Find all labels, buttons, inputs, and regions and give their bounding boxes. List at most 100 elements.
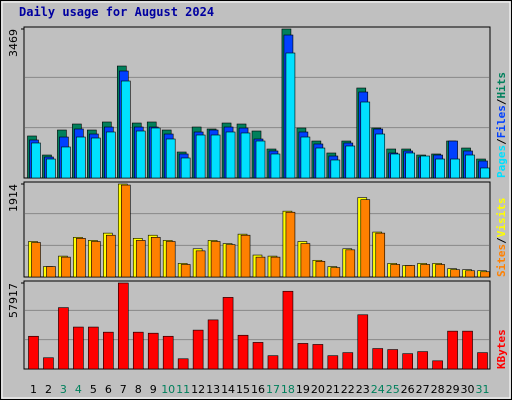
x-tick-label: 5 bbox=[90, 383, 97, 396]
bar bbox=[327, 355, 339, 370]
bar bbox=[132, 331, 144, 370]
bar bbox=[240, 234, 251, 278]
bar bbox=[225, 244, 236, 278]
bar bbox=[285, 52, 296, 179]
bar bbox=[195, 250, 206, 278]
legend-entry: Sites bbox=[495, 244, 508, 277]
bar bbox=[162, 335, 174, 370]
bar bbox=[450, 158, 460, 179]
x-tick-label: 26 bbox=[401, 383, 415, 396]
bar bbox=[300, 136, 311, 179]
bar bbox=[480, 271, 490, 278]
bar bbox=[207, 319, 219, 370]
legend: KBytes bbox=[495, 329, 508, 369]
x-tick-label: 2 bbox=[45, 383, 52, 396]
bar bbox=[297, 343, 309, 370]
bar bbox=[195, 134, 206, 179]
bar bbox=[312, 344, 324, 370]
bar bbox=[465, 154, 475, 179]
legend-entry: KBytes bbox=[495, 329, 508, 369]
bar bbox=[46, 266, 56, 278]
bar bbox=[345, 249, 356, 278]
bar bbox=[240, 132, 251, 179]
bar bbox=[420, 155, 430, 179]
x-tick-label: 11 bbox=[176, 383, 190, 396]
bar bbox=[88, 326, 99, 370]
y-tick-label: 1914 bbox=[7, 184, 20, 212]
bar bbox=[73, 326, 84, 370]
x-tick-label: 7 bbox=[120, 383, 127, 396]
x-tick-label: 17 bbox=[266, 383, 280, 396]
x-tick-label: 16 bbox=[251, 383, 265, 396]
bar bbox=[135, 130, 146, 179]
bar bbox=[402, 353, 413, 370]
bar bbox=[315, 261, 326, 278]
bar bbox=[165, 138, 176, 179]
bar bbox=[477, 352, 488, 370]
bar bbox=[135, 240, 146, 278]
bar bbox=[390, 153, 401, 179]
x-tick-label: 28 bbox=[431, 383, 445, 396]
bar bbox=[330, 159, 341, 179]
bar bbox=[76, 136, 86, 179]
bar bbox=[357, 314, 369, 370]
legend-separator: / bbox=[495, 138, 508, 145]
bar bbox=[417, 351, 428, 370]
bar bbox=[120, 184, 131, 278]
bar bbox=[76, 238, 86, 278]
y-tick-label: 3469 bbox=[7, 29, 20, 57]
x-tick-label: 27 bbox=[416, 383, 430, 396]
legend-entry: Files bbox=[495, 105, 508, 138]
bar bbox=[465, 270, 475, 278]
x-tick-label: 23 bbox=[356, 383, 370, 396]
bar bbox=[435, 158, 445, 179]
bar bbox=[210, 134, 221, 179]
x-tick-label: 4 bbox=[75, 383, 82, 396]
bar bbox=[270, 256, 281, 278]
bar bbox=[375, 133, 386, 179]
bar bbox=[31, 242, 41, 278]
bar bbox=[255, 140, 266, 179]
x-tick-label: 21 bbox=[326, 383, 340, 396]
legend-entry: Hits bbox=[495, 72, 508, 99]
bar bbox=[462, 330, 473, 370]
x-tick-label: 1 bbox=[30, 383, 37, 396]
bar bbox=[106, 131, 116, 179]
bar bbox=[420, 264, 430, 278]
x-tick-label: 13 bbox=[206, 383, 220, 396]
x-tick-label: 31 bbox=[476, 383, 490, 396]
bar bbox=[61, 146, 71, 179]
bar bbox=[387, 349, 399, 370]
bar bbox=[285, 211, 296, 278]
bar bbox=[282, 290, 294, 370]
bar bbox=[405, 152, 415, 179]
bar bbox=[61, 256, 71, 278]
bar bbox=[342, 352, 354, 370]
bar bbox=[432, 360, 443, 370]
x-tick-label: 30 bbox=[461, 383, 475, 396]
bar bbox=[435, 264, 445, 278]
bar bbox=[103, 331, 114, 370]
x-tick-label: 9 bbox=[150, 383, 157, 396]
x-tick-label: 3 bbox=[60, 383, 67, 396]
bar bbox=[390, 264, 401, 278]
bar bbox=[106, 234, 116, 278]
bar bbox=[117, 282, 129, 370]
x-tick-label: 29 bbox=[446, 383, 460, 396]
bar bbox=[222, 297, 234, 370]
bar bbox=[375, 232, 386, 278]
bar bbox=[225, 131, 236, 179]
legend-entry: Visits bbox=[495, 198, 508, 238]
legend-separator: / bbox=[495, 98, 508, 105]
bar bbox=[180, 264, 191, 278]
x-tick-label: 6 bbox=[105, 383, 112, 396]
bar bbox=[150, 127, 161, 179]
bar bbox=[315, 147, 326, 179]
bar bbox=[345, 145, 356, 179]
x-tick-label: 15 bbox=[236, 383, 250, 396]
bar bbox=[31, 142, 41, 179]
bar bbox=[192, 329, 204, 370]
bar bbox=[210, 241, 221, 278]
